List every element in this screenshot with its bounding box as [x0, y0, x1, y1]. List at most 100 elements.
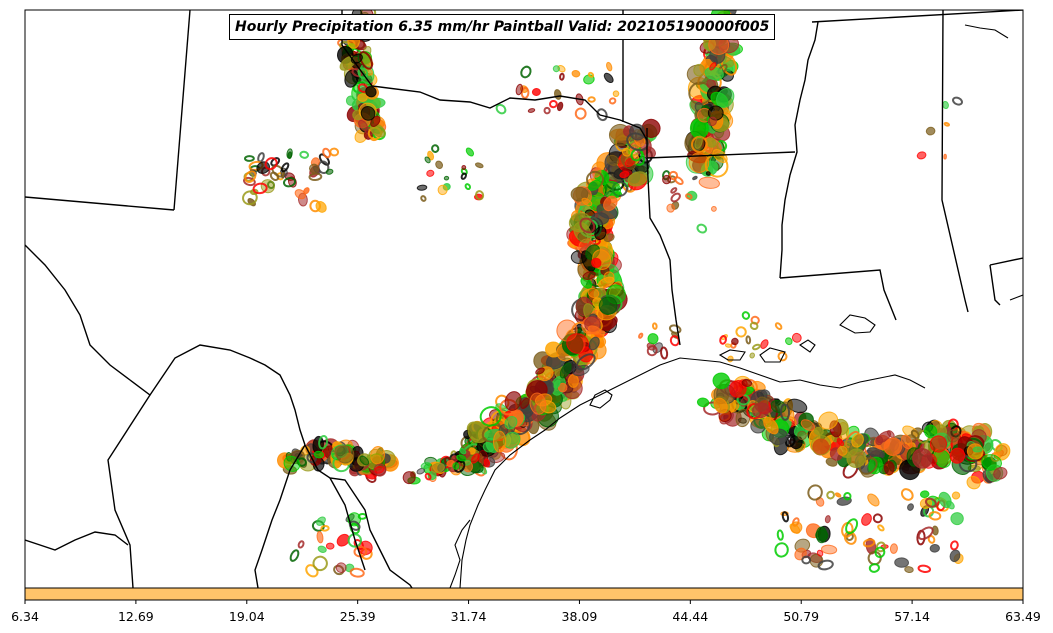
precip-blob: [837, 445, 848, 456]
precip-blob: [824, 515, 831, 524]
precip-blob: [752, 402, 770, 419]
precip-blob: [912, 448, 933, 469]
precip-blob: [359, 50, 374, 70]
precip-blob: [993, 467, 1008, 480]
precip-blob: [585, 244, 600, 260]
precip-blob: [603, 233, 615, 243]
precip-blob: [336, 445, 355, 464]
precip-blob: [776, 529, 784, 541]
precip-blob: [596, 108, 608, 122]
precip-blob: [836, 438, 845, 447]
precip-blob: [365, 86, 377, 98]
precip-blob: [685, 193, 693, 200]
precip-blob: [925, 126, 936, 136]
precip-blob: [264, 157, 278, 171]
precip-blob: [774, 542, 789, 558]
precip-blob: [751, 380, 766, 392]
map-area: [25, 10, 1023, 588]
precip-blob: [602, 181, 622, 199]
precip-blob: [749, 352, 755, 359]
precip-blob: [791, 332, 802, 343]
precip-blob: [952, 96, 963, 106]
precip-blob: [531, 87, 541, 97]
precip-blob: [770, 399, 787, 414]
colorbar: [24, 587, 1024, 601]
colorbar-tick-label: 31.74: [450, 609, 487, 624]
precip-blob: [751, 343, 761, 351]
boundary-ms-al: [941, 10, 969, 313]
precip-blob: [846, 448, 867, 469]
precip-blob: [627, 171, 648, 187]
precip-blob: [919, 490, 930, 499]
precip-blob: [243, 176, 256, 187]
precip-blob: [724, 343, 732, 348]
precip-blob: [916, 151, 927, 160]
precip-blob: [868, 563, 880, 573]
precip-blob: [317, 545, 327, 553]
precip-blob: [289, 549, 300, 562]
precip-blob: [800, 419, 816, 431]
colorbar-ticks: [24, 600, 1024, 604]
precip-blob: [474, 162, 484, 169]
colorbar-tick-label: 57.14: [894, 609, 931, 624]
precip-blob: [826, 490, 835, 500]
precip-blob: [763, 416, 779, 435]
precipitation-layer: [242, 10, 1011, 578]
precip-blob: [271, 164, 285, 178]
precip-blob: [946, 500, 955, 510]
precip-blob: [929, 543, 940, 553]
precip-blob: [612, 90, 620, 97]
precip-blob: [984, 457, 992, 468]
precip-blob: [452, 462, 460, 470]
precip-blob: [883, 461, 895, 476]
precip-blob: [603, 195, 618, 212]
precip-blob: [810, 435, 832, 456]
precip-blob: [779, 403, 791, 421]
precip-blob: [442, 182, 451, 191]
precip-blob: [845, 532, 854, 542]
precip-blob: [928, 511, 942, 521]
precip-blob: [573, 222, 592, 243]
precip-blob: [690, 135, 708, 153]
precip-blob: [741, 379, 753, 387]
precip-blob: [688, 152, 710, 173]
precip-blob: [950, 540, 959, 551]
precip-blob: [359, 455, 370, 466]
precip-blob: [910, 429, 920, 439]
precip-blob: [705, 137, 717, 148]
colorbar-tick-label: 12.69: [117, 609, 154, 624]
precip-blob: [431, 144, 440, 153]
precip-blob: [594, 226, 607, 241]
precip-blob: [588, 336, 600, 351]
precip-blob: [709, 62, 717, 71]
boundary-co-nm: [25, 196, 175, 211]
precip-blob: [821, 544, 838, 555]
precip-blob: [813, 426, 824, 436]
precip-blob: [587, 96, 596, 103]
boundary-la-ms: [779, 269, 897, 321]
precip-blob: [994, 443, 1011, 461]
precip-blob: [335, 562, 347, 574]
precip-blob: [464, 183, 472, 191]
precip-blob: [673, 176, 684, 185]
precip-blob: [949, 447, 966, 464]
precip-blob: [904, 566, 914, 574]
precip-blob: [582, 271, 596, 280]
precip-blob: [923, 424, 938, 439]
precip-blob: [479, 406, 502, 427]
precip-blob: [947, 428, 960, 443]
precip-blob: [662, 174, 672, 185]
precip-blob: [349, 567, 365, 578]
colorbar-tick-label: 19.04: [228, 609, 265, 624]
precip-blob: [709, 46, 726, 64]
precip-blob: [483, 458, 491, 468]
precip-blob: [416, 467, 426, 475]
precip-blob: [924, 497, 937, 508]
colorbar-tick-label: 44.44: [672, 609, 709, 624]
precip-blob: [482, 441, 495, 453]
precip-blob: [760, 339, 769, 349]
precip-blob: [646, 345, 658, 357]
precip-blob: [420, 195, 427, 202]
precip-blob: [883, 437, 903, 456]
precip-blob: [420, 462, 431, 469]
